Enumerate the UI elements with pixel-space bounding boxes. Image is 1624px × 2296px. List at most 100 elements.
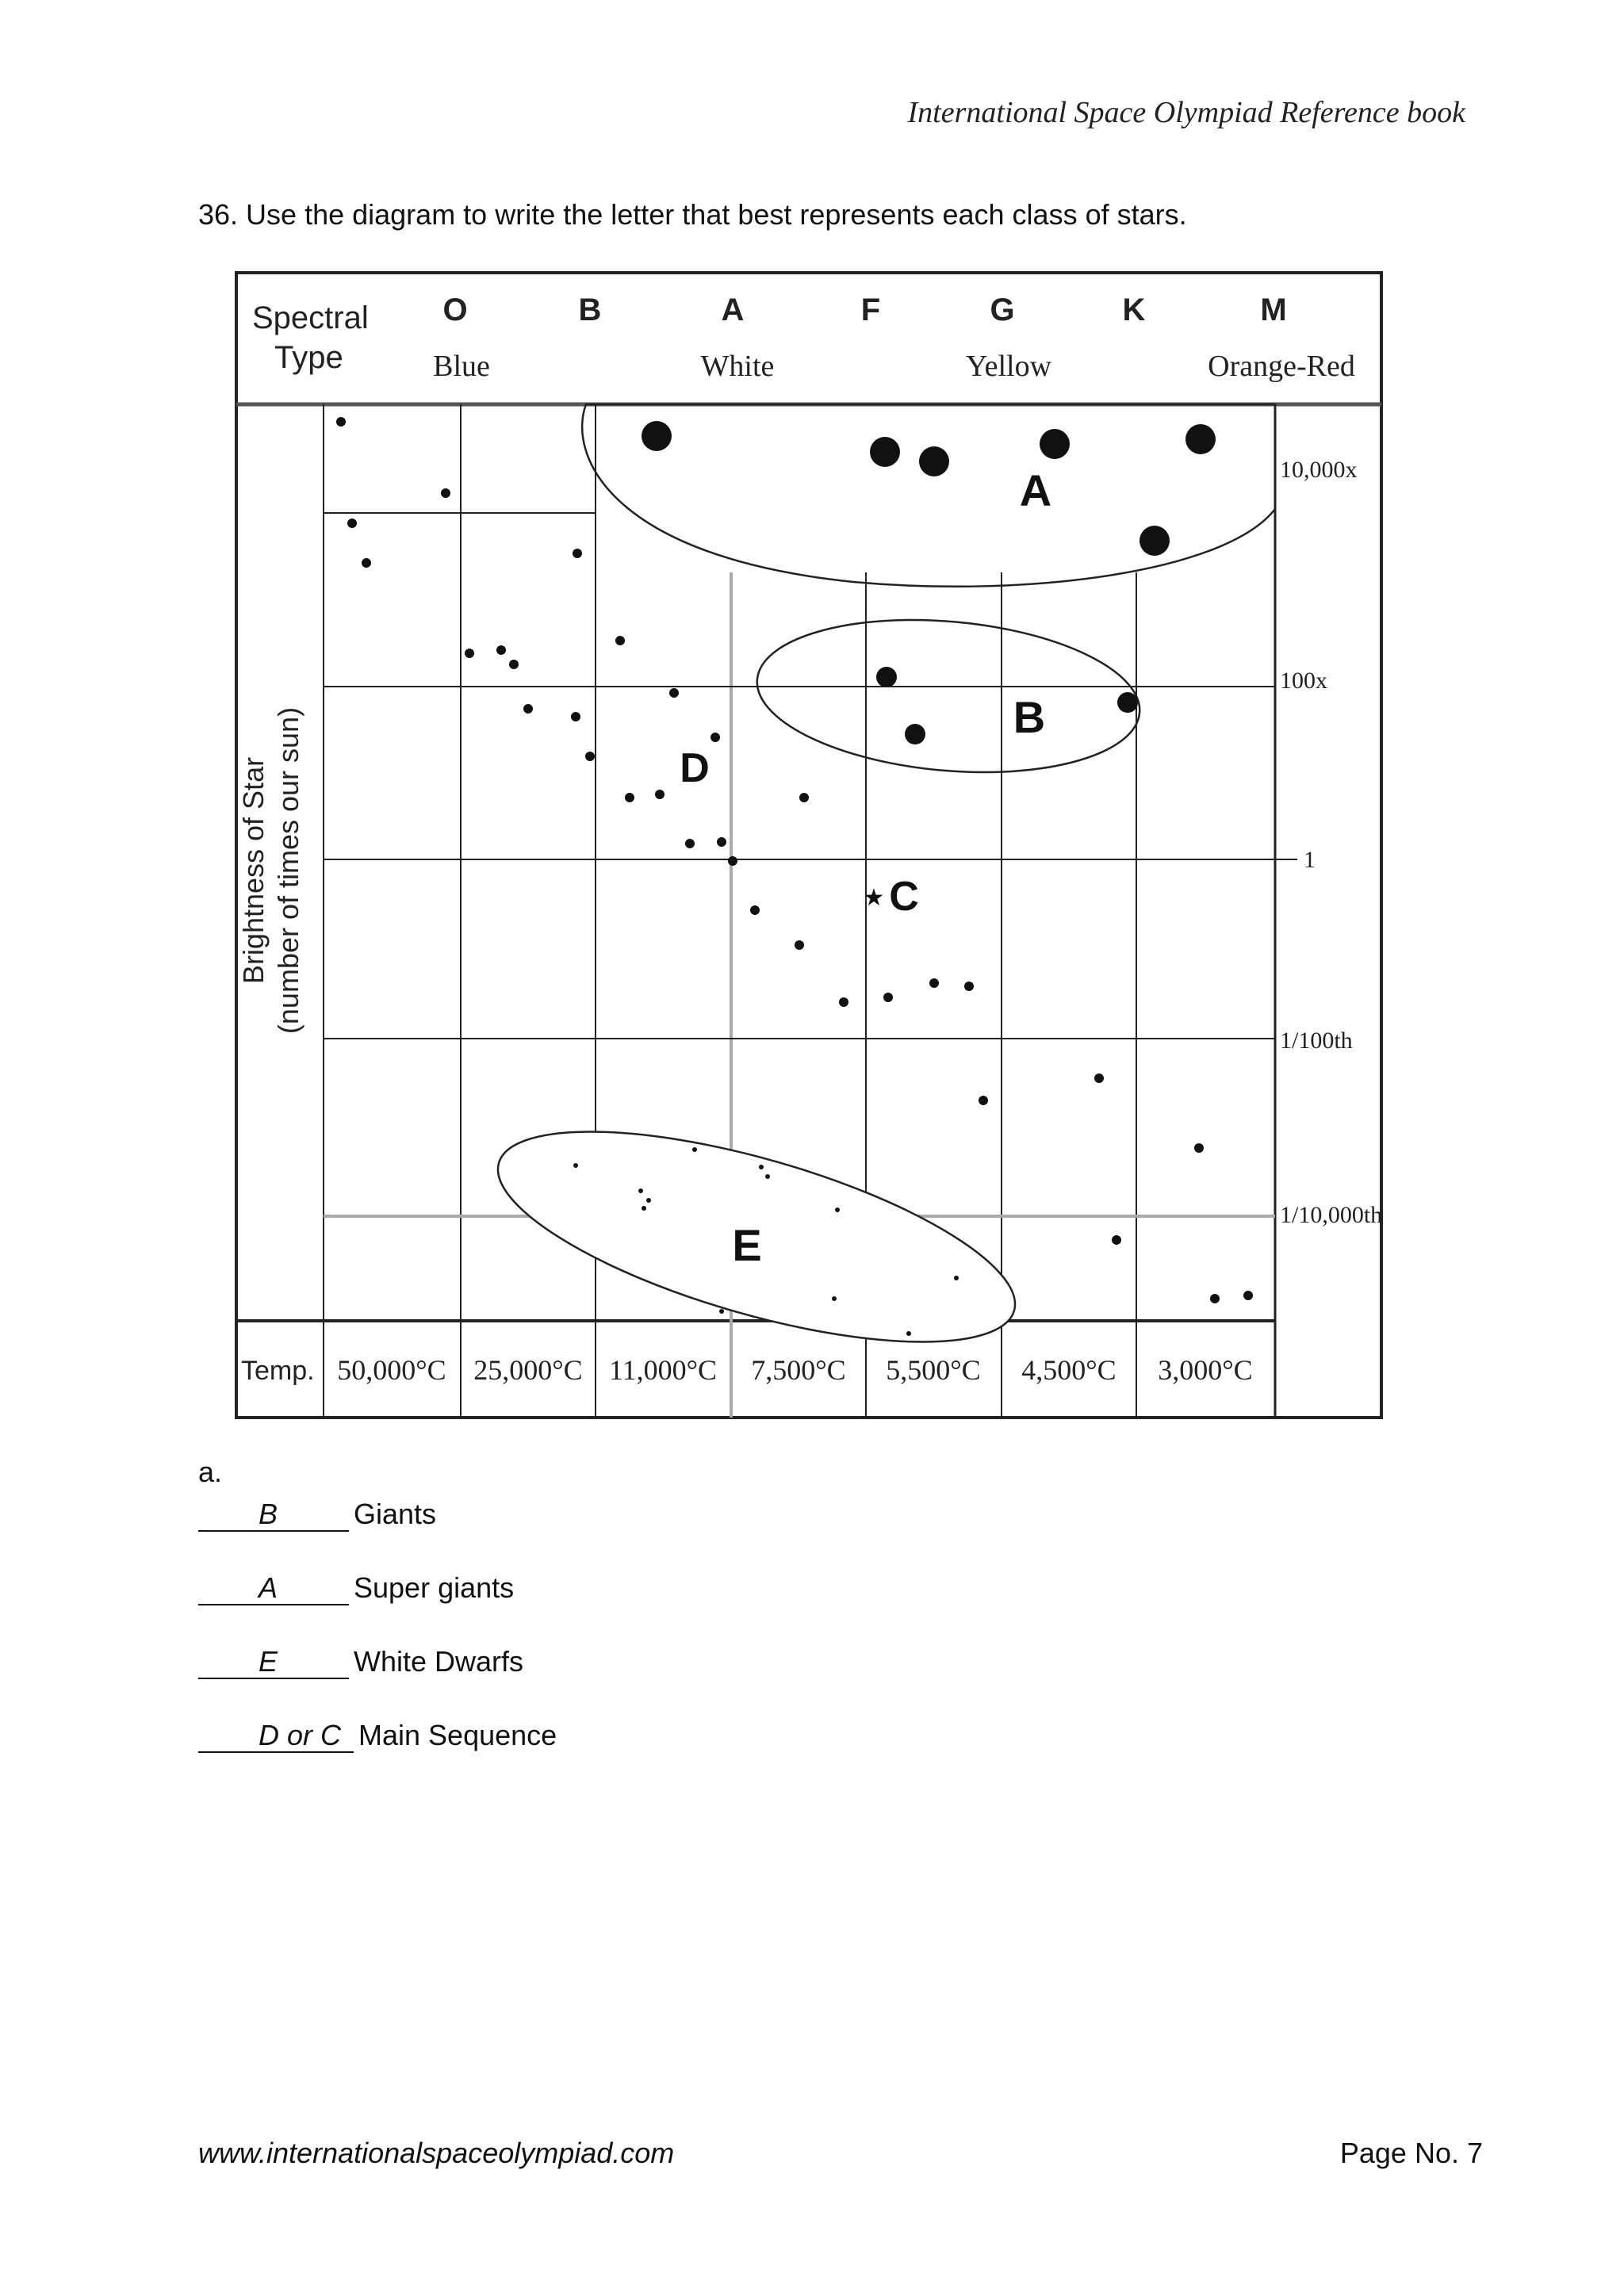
temp-3000: 3,000°C: [1158, 1354, 1252, 1386]
star-main-sequence: [685, 839, 695, 848]
answer-row: A Super giants: [198, 1572, 557, 1646]
star-white-dwarf: [573, 1163, 578, 1168]
star-white-dwarf: [954, 1276, 959, 1280]
region-A-ellipse: [580, 403, 1277, 588]
answer-row: E White Dwarfs: [198, 1646, 557, 1720]
star-main-sequence: [799, 793, 809, 802]
star-main-sequence: [465, 649, 474, 658]
star-main-sequence: [573, 549, 582, 558]
page-number: Page No. 7: [1339, 2137, 1483, 2169]
star-white-dwarf: [719, 1309, 724, 1314]
answer-row: D or C Main Sequence: [198, 1720, 557, 1793]
star-main-sequence: [362, 558, 371, 568]
star-white-dwarf: [759, 1165, 764, 1169]
spectral-label-line1: Spectral: [252, 300, 369, 335]
brightness-label-1-100th: 1/100th: [1280, 1027, 1353, 1054]
star-main-sequence: [347, 519, 357, 528]
footer-url[interactable]: www.internationalspaceolympiad.com: [198, 2137, 675, 2169]
brightness-label-10000x: 10,000x: [1280, 457, 1358, 483]
star-main-sequence: [710, 733, 720, 742]
star-main-sequence: [496, 645, 506, 655]
color-label-white: White: [701, 350, 775, 383]
star-points: [336, 417, 1253, 1336]
answer-section: a. B Giants A Super giants E White Dwarf…: [198, 1456, 557, 1793]
answer-blank[interactable]: D or C: [198, 1720, 354, 1753]
temp-5500: 5,500°C: [886, 1354, 980, 1386]
answer-label: Main Sequence: [358, 1719, 557, 1751]
star-main-sequence: [717, 837, 726, 847]
star-white-dwarf: [646, 1198, 651, 1203]
temp-label: Temp.: [241, 1356, 315, 1386]
star-main-sequence: [964, 982, 974, 991]
spectral-class-B: B: [579, 293, 602, 327]
star-main-sequence: [1194, 1143, 1204, 1153]
star-main-sequence: [839, 997, 848, 1007]
spectral-class-G: G: [990, 293, 1014, 327]
color-label-orange-red: Orange-Red: [1208, 350, 1355, 383]
color-label-blue: Blue: [433, 350, 490, 383]
star-main-sequence: [336, 417, 346, 427]
star-white-dwarf: [835, 1207, 840, 1212]
spectral-class-F: F: [861, 293, 880, 327]
region-letter-B: B: [1013, 692, 1045, 742]
part-label: a.: [198, 1456, 223, 1488]
region-B-ellipse: [756, 618, 1141, 774]
star-main-sequence: [571, 712, 580, 721]
star-giant: [876, 667, 897, 687]
answer-row: B Giants: [198, 1498, 557, 1572]
y-axis-label-line1: Brightness of Star: [237, 757, 270, 984]
temp-25000: 25,000°C: [473, 1354, 582, 1386]
star-supergiant: [1185, 424, 1216, 454]
star-main-sequence: [523, 704, 533, 714]
star-main-sequence: [979, 1096, 988, 1105]
star-main-sequence: [1112, 1235, 1121, 1245]
star-main-sequence: [1094, 1073, 1104, 1083]
star-main-sequence: [795, 940, 804, 950]
temp-11000: 11,000°C: [609, 1354, 717, 1386]
sun-star-icon: ★: [864, 885, 885, 911]
temp-50000: 50,000°C: [337, 1354, 446, 1386]
star-main-sequence: [929, 978, 939, 988]
star-white-dwarf: [692, 1147, 697, 1152]
brightness-label-1-10000th: 1/10,000th: [1280, 1202, 1382, 1228]
star-main-sequence: [585, 752, 595, 761]
star-main-sequence: [441, 488, 450, 498]
hr-diagram: Spectral Type O B A F G K M Blue White Y…: [235, 271, 1383, 1419]
region-letter-A: A: [1020, 465, 1051, 515]
region-E-ellipse: [496, 1131, 1017, 1343]
region-letter-E: E: [732, 1220, 761, 1270]
answer-label: White Dwarfs: [354, 1645, 524, 1678]
brightness-label-100x: 100x: [1280, 668, 1327, 694]
question-text: 36. Use the diagram to write the letter …: [198, 198, 1187, 231]
spectral-label-line2: Type: [274, 340, 343, 375]
star-white-dwarf: [642, 1206, 646, 1211]
star-white-dwarf: [765, 1174, 770, 1179]
spectral-class-K: K: [1123, 293, 1146, 327]
star-main-sequence: [1210, 1294, 1220, 1303]
answer-blank[interactable]: E: [198, 1646, 349, 1679]
star-supergiant: [642, 421, 672, 451]
y-axis-label: Brightness of Star (number of times our …: [237, 707, 304, 1034]
temp-4500: 4,500°C: [1021, 1354, 1116, 1386]
star-supergiant: [870, 437, 900, 467]
header-title: International Space Olympiad Reference b…: [907, 96, 1465, 129]
star-supergiant: [1040, 429, 1070, 459]
answer-label: Super giants: [354, 1571, 515, 1604]
temp-7500: 7,500°C: [751, 1354, 845, 1386]
star-giant: [905, 724, 925, 744]
answer-label: Giants: [354, 1498, 437, 1530]
star-main-sequence: [509, 660, 519, 669]
brightness-label-1: 1: [1304, 847, 1316, 873]
region-letter-D: D: [680, 745, 710, 791]
answer-blank[interactable]: B: [198, 1498, 349, 1532]
star-main-sequence: [625, 793, 634, 802]
star-white-dwarf: [906, 1331, 911, 1336]
star-main-sequence: [655, 790, 665, 799]
spectral-class-O: O: [442, 293, 467, 327]
answer-blank[interactable]: A: [198, 1572, 349, 1605]
star-giant: [1117, 692, 1138, 713]
spectral-class-M: M: [1260, 293, 1286, 327]
star-main-sequence: [750, 905, 760, 915]
star-supergiant: [1139, 526, 1170, 556]
star-white-dwarf: [832, 1296, 837, 1301]
